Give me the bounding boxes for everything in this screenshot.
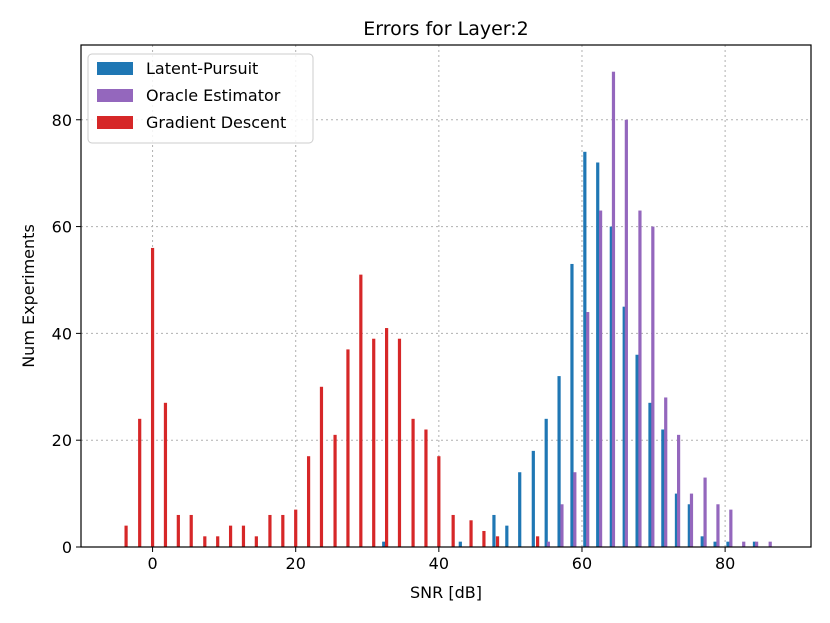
bar-oracle-estimator xyxy=(768,541,772,547)
bar-oracle-estimator xyxy=(755,541,759,547)
bar-gradient-descent xyxy=(241,525,246,547)
bar-gradient-descent xyxy=(189,514,193,547)
x-tick-label: 0 xyxy=(147,554,157,573)
bar-gradient-descent xyxy=(384,328,389,547)
bar-latent-pursuit xyxy=(557,376,561,547)
bar-oracle-estimator xyxy=(689,493,694,547)
bar-latent-pursuit xyxy=(531,450,535,547)
bar-gradient-descent xyxy=(216,536,220,547)
bar-gradient-descent xyxy=(536,536,540,547)
bar-latent-pursuit xyxy=(635,354,639,547)
bar-latent-pursuit xyxy=(570,263,574,547)
bar-gradient-descent xyxy=(176,514,180,547)
bar-oracle-estimator xyxy=(560,504,564,547)
bar-gradient-descent xyxy=(254,536,258,547)
bar-latent-pursuit xyxy=(622,306,626,547)
y-tick-label: 0 xyxy=(62,538,72,557)
bar-oracle-estimator xyxy=(651,226,655,547)
legend-label: Oracle Estimator xyxy=(146,86,281,105)
bar-latent-pursuit xyxy=(674,493,679,547)
y-axis-title: Num Experiments xyxy=(19,224,38,368)
bar-gradient-descent xyxy=(268,514,272,547)
bar-latent-pursuit xyxy=(596,162,600,547)
legend-swatch xyxy=(97,89,133,102)
x-tick-label: 40 xyxy=(429,554,449,573)
bar-gradient-descent xyxy=(281,514,285,547)
bar-gradient-descent xyxy=(495,536,500,547)
y-tick-label: 20 xyxy=(52,431,72,450)
legend-swatch xyxy=(97,116,133,129)
plot-frame xyxy=(80,44,812,548)
bar-oracle-estimator xyxy=(664,397,668,547)
bars xyxy=(124,71,772,548)
bar-gradient-descent xyxy=(124,525,128,547)
bar-gradient-descent xyxy=(306,456,311,547)
axis-ticks: 0 20 40 60 80 0 20 40 60 80 xyxy=(52,111,736,573)
y-tick-label: 40 xyxy=(52,324,72,343)
bar-oracle-estimator xyxy=(586,312,590,547)
bar-gradient-descent xyxy=(163,402,168,547)
bar-oracle-estimator xyxy=(703,477,707,547)
legend-label: Gradient Descent xyxy=(146,113,286,132)
legend-box xyxy=(87,53,314,144)
bar-latent-pursuit xyxy=(609,226,613,547)
x-tick-label: 60 xyxy=(572,554,592,573)
bar-oracle-estimator xyxy=(742,541,746,547)
x-tick-label: 20 xyxy=(286,554,306,573)
bar-latent-pursuit xyxy=(713,541,717,547)
bar-gradient-descent xyxy=(359,274,363,547)
x-tick-label: 80 xyxy=(715,554,735,573)
chart-title: Errors for Layer:2 xyxy=(363,18,529,40)
bar-gradient-descent xyxy=(150,247,155,548)
bar-gradient-descent xyxy=(482,530,486,547)
bar-oracle-estimator xyxy=(716,504,720,547)
bar-oracle-estimator xyxy=(611,71,616,548)
bar-latent-pursuit xyxy=(505,525,509,547)
bar-latent-pursuit xyxy=(648,402,652,547)
bar-latent-pursuit xyxy=(458,541,462,547)
bar-gradient-descent xyxy=(372,338,376,547)
bar-gradient-descent xyxy=(437,456,441,547)
bar-gradient-descent xyxy=(424,429,428,547)
bar-gradient-descent xyxy=(411,418,415,547)
bar-oracle-estimator xyxy=(573,472,577,547)
bar-latent-pursuit xyxy=(382,541,386,547)
x-axis-title: SNR [dB] xyxy=(410,583,482,602)
bar-gradient-descent xyxy=(469,520,473,547)
bar-latent-pursuit xyxy=(700,536,704,547)
bar-latent-pursuit xyxy=(661,429,665,547)
bar-oracle-estimator xyxy=(624,119,628,547)
bar-gradient-descent xyxy=(203,536,207,547)
bar-oracle-estimator xyxy=(598,210,603,547)
legend: Latent-Pursuit Oracle Estimator Gradient D… xyxy=(87,53,314,144)
bar-gradient-descent xyxy=(397,338,402,547)
bar-latent-pursuit xyxy=(492,514,496,547)
bar-gradient-descent xyxy=(138,418,142,547)
bar-gradient-descent xyxy=(294,509,298,547)
bar-gradient-descent xyxy=(319,386,324,547)
bar-latent-pursuit xyxy=(518,472,522,547)
legend-swatch xyxy=(97,62,133,75)
y-tick-label: 80 xyxy=(52,111,72,130)
bar-latent-pursuit xyxy=(752,541,757,547)
bar-gradient-descent xyxy=(333,434,337,547)
legend-label: Latent-Pursuit xyxy=(146,59,258,78)
bar-oracle-estimator xyxy=(676,434,681,547)
bar-latent-pursuit xyxy=(726,541,730,547)
bar-gradient-descent xyxy=(346,349,350,547)
bar-latent-pursuit xyxy=(687,504,691,547)
bar-latent-pursuit xyxy=(544,418,548,547)
y-tick-label: 60 xyxy=(52,218,72,237)
bar-oracle-estimator xyxy=(638,210,642,547)
bar-gradient-descent xyxy=(228,525,233,547)
bar-latent-pursuit xyxy=(583,151,587,547)
bar-oracle-estimator xyxy=(729,509,733,547)
bar-oracle-estimator xyxy=(546,541,550,547)
bar-gradient-descent xyxy=(451,514,455,547)
